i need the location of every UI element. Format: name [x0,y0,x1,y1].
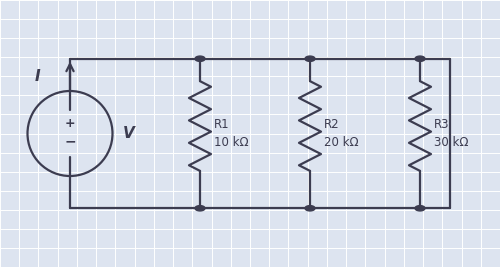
Text: −: − [64,135,76,148]
Circle shape [415,206,425,211]
Text: R3
30 kΩ: R3 30 kΩ [434,119,468,148]
Circle shape [415,56,425,61]
Circle shape [305,56,315,61]
Circle shape [195,56,205,61]
Text: +: + [64,117,76,130]
Text: R2
20 kΩ: R2 20 kΩ [324,119,358,148]
Circle shape [305,206,315,211]
Text: I: I [34,69,40,84]
Text: R1
10 kΩ: R1 10 kΩ [214,119,248,148]
Circle shape [195,206,205,211]
Text: V: V [122,126,134,141]
